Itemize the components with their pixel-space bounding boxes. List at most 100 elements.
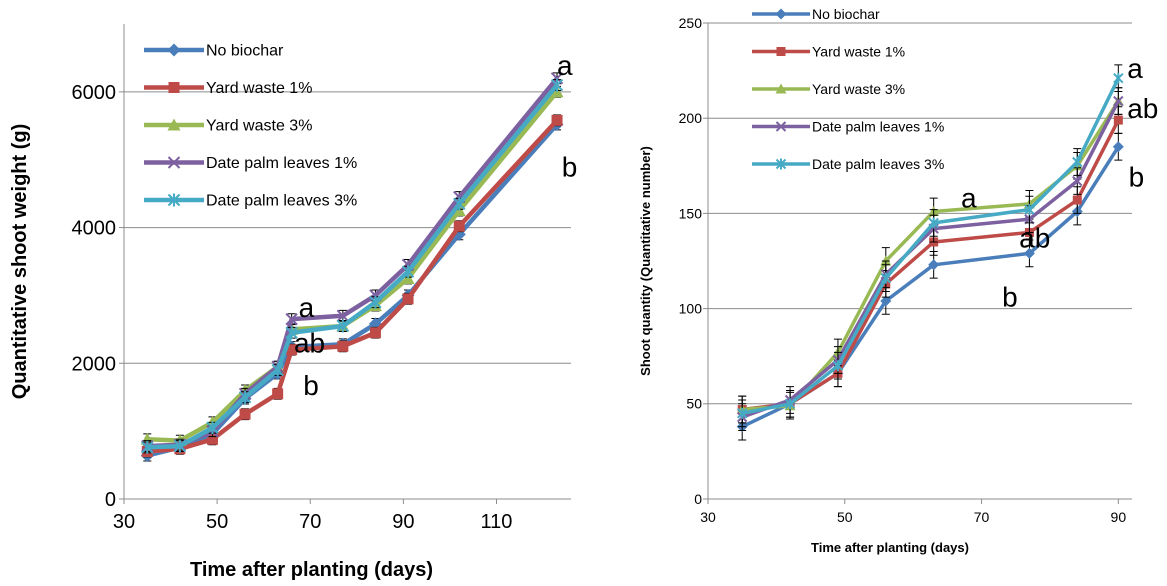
legend-label: Yard waste 3%	[812, 81, 905, 97]
data-point	[880, 272, 892, 284]
x-tick-label: 70	[299, 511, 321, 533]
legend-marker	[168, 82, 180, 93]
series-line	[147, 83, 559, 450]
legend-marker	[167, 156, 181, 169]
legend-entry: No biochar	[752, 6, 880, 22]
significance-letter: ab	[1127, 93, 1158, 124]
legend-entry: Yard waste 1%	[752, 43, 905, 59]
series-yard-waste-3	[140, 85, 564, 447]
data-point	[272, 388, 284, 400]
data-point	[736, 407, 748, 419]
data-point	[1023, 247, 1035, 259]
legend-marker	[775, 158, 787, 170]
data-point	[1072, 156, 1083, 168]
legend-marker	[167, 118, 181, 131]
data-point	[832, 360, 844, 372]
data-point	[784, 398, 796, 410]
data-point	[285, 312, 298, 326]
x-tick-label: 30	[700, 509, 716, 525]
legend-marker	[776, 47, 786, 56]
data-point	[1113, 115, 1123, 125]
data-point	[336, 319, 350, 333]
y-tick-label: 50	[686, 396, 702, 412]
legend-label: Yard waste 1%	[812, 43, 905, 59]
series-line	[741, 77, 1120, 416]
data-point	[271, 363, 284, 377]
significance-letter: a	[557, 50, 573, 81]
x-tick-label: 50	[206, 511, 228, 533]
significance-letter: b	[1002, 282, 1018, 313]
y-tick-label: 200	[679, 110, 703, 126]
data-point	[1072, 195, 1082, 205]
x-axis-label: Time after planting (days)	[190, 559, 433, 581]
series-date-palm-leaves-3	[141, 78, 564, 454]
significance-letter: a	[961, 183, 977, 214]
legend-label: Date palm leaves 1%	[812, 118, 944, 134]
series-line	[146, 122, 559, 458]
legend-entry: Yard waste 1%	[144, 80, 312, 97]
chart-shoot-quantity: 0 50 100 150 200 250 30 50 70 90 Time after planti…	[638, 6, 1158, 555]
data-point	[286, 344, 298, 356]
data-point	[1072, 175, 1083, 187]
data-point	[337, 340, 349, 352]
y-axis-label: Shoot quantity (Quantitative number)	[638, 146, 653, 376]
significance-letter: a	[1127, 53, 1143, 84]
data-point	[285, 326, 298, 340]
data-point	[369, 327, 381, 339]
legend-marker	[775, 121, 787, 132]
data-point	[880, 295, 892, 307]
legend-label: Yard waste 1%	[206, 80, 312, 97]
legend-label: No biochar	[812, 6, 880, 22]
x-tick-label: 70	[974, 509, 990, 525]
significance-letter: ab	[294, 327, 325, 358]
data-point	[1024, 204, 1035, 216]
significance-letter: ab	[1019, 223, 1050, 254]
data-point	[1113, 95, 1124, 107]
legend-entry: Date palm leaves 3%	[752, 156, 944, 172]
legend-entry: No biochar	[144, 43, 284, 60]
legend-entry: Date palm leaves 1%	[752, 118, 944, 134]
x-tick-label: 90	[1111, 509, 1127, 525]
y-axis-label: Quantitative shoot weight (g)	[9, 124, 31, 400]
legend-marker	[167, 193, 181, 207]
y-tick-label: 6000	[72, 82, 117, 104]
x-tick-label: 30	[113, 511, 135, 533]
y-tick-label: 100	[679, 301, 703, 317]
data-point	[928, 217, 939, 229]
data-point	[550, 78, 564, 92]
series-line	[147, 90, 559, 443]
data-point	[141, 440, 154, 454]
data-point	[1113, 72, 1124, 84]
legend-marker	[167, 43, 181, 57]
data-point	[551, 114, 563, 126]
series-date-palm-leaves-1	[141, 72, 564, 453]
significance-letter: a	[299, 292, 315, 323]
series-date-palm-leaves-3	[736, 64, 1124, 428]
data-point	[928, 259, 940, 271]
series-line	[741, 145, 1120, 429]
y-tick-label: 0	[694, 491, 702, 507]
legend-marker	[775, 8, 787, 20]
legend-entry: Yard waste 3%	[144, 118, 312, 135]
legend-label: Yard waste 3%	[206, 118, 312, 135]
series-line	[741, 100, 1120, 419]
data-point	[369, 295, 382, 309]
y-tick-label: 4000	[72, 218, 117, 240]
y-tick-label: 2000	[72, 353, 117, 375]
y-tick-label: 150	[679, 205, 703, 221]
y-tick-label: 250	[679, 15, 703, 31]
legend-marker	[775, 83, 787, 94]
data-point	[238, 390, 252, 404]
significance-letter: b	[562, 152, 578, 183]
x-tick-label: 90	[392, 511, 414, 533]
series-date-palm-leaves-1	[736, 87, 1124, 431]
x-tick-label: 110	[481, 511, 513, 533]
data-point	[453, 220, 465, 232]
data-point	[336, 309, 350, 322]
significance-letter: b	[1129, 162, 1145, 193]
legend-label: Date palm leaves 1%	[206, 155, 357, 172]
x-axis-label: Time after planting (days)	[811, 540, 969, 555]
legend-label: Date palm leaves 3%	[812, 156, 944, 172]
data-point	[401, 265, 415, 279]
